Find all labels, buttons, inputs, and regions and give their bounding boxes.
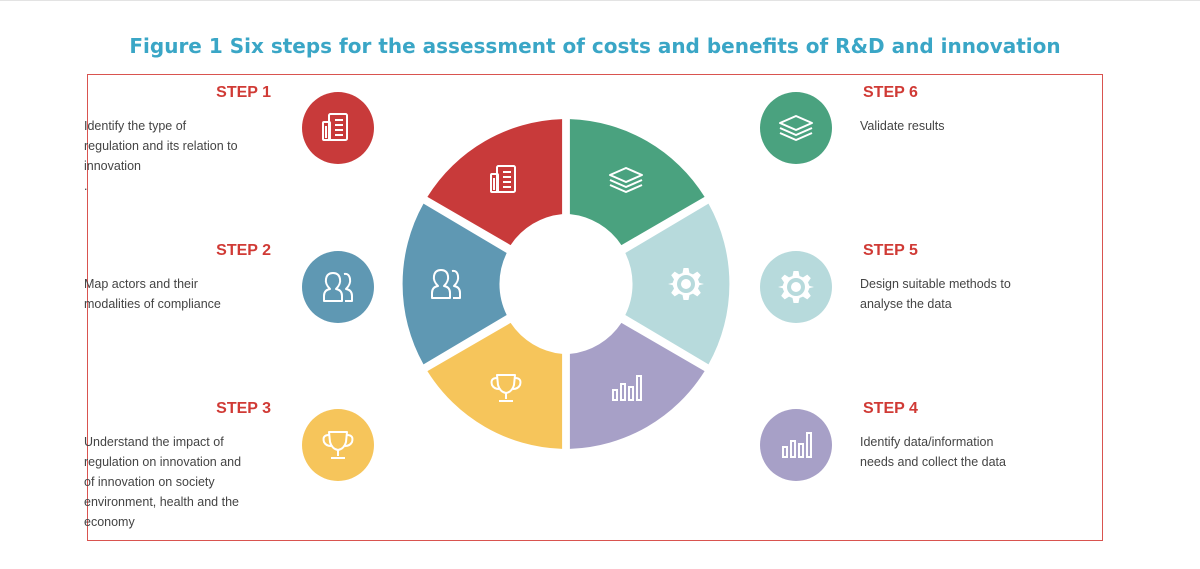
trophy-icon [302, 409, 374, 481]
step-6-label: STEP 6 [863, 84, 918, 101]
step-1-badge [302, 92, 374, 164]
step-4-label: STEP 4 [863, 400, 918, 417]
step-1-text: Identify the type of regulation and its … [84, 119, 238, 193]
step-1-label: STEP 1 [216, 84, 271, 101]
gear-icon [760, 251, 832, 323]
step-2-text: Map actors and their modalities of compl… [84, 277, 221, 311]
step-5-badge [760, 251, 832, 323]
step-4-text: Identify data/information needs and coll… [860, 435, 1006, 469]
people-icon [302, 251, 374, 323]
figure-title: Figure 1 Six steps for the assessment of… [129, 34, 1061, 58]
top-divider [0, 0, 1200, 1]
steps-wheel [402, 119, 730, 449]
gear-icon [668, 268, 704, 300]
wheel-segment-step-3 [427, 322, 563, 449]
step-3-text: Understand the impact of regulation on i… [84, 435, 242, 529]
step-4-badge [760, 409, 832, 481]
step-3-label: STEP 3 [216, 400, 271, 417]
step-6-badge [760, 92, 832, 164]
step-2-badge [302, 251, 374, 323]
step-5-label: STEP 5 [863, 242, 918, 259]
document-icon [302, 92, 374, 164]
step-2-label: STEP 2 [216, 242, 271, 259]
layers-icon [760, 92, 832, 164]
bar-chart-icon [760, 409, 832, 481]
step-6-text: Validate results [860, 119, 945, 133]
figure-frame [87, 74, 1103, 541]
step-5-text: Design suitable methods to analyse the d… [860, 277, 1011, 311]
step-3-badge [302, 409, 374, 481]
